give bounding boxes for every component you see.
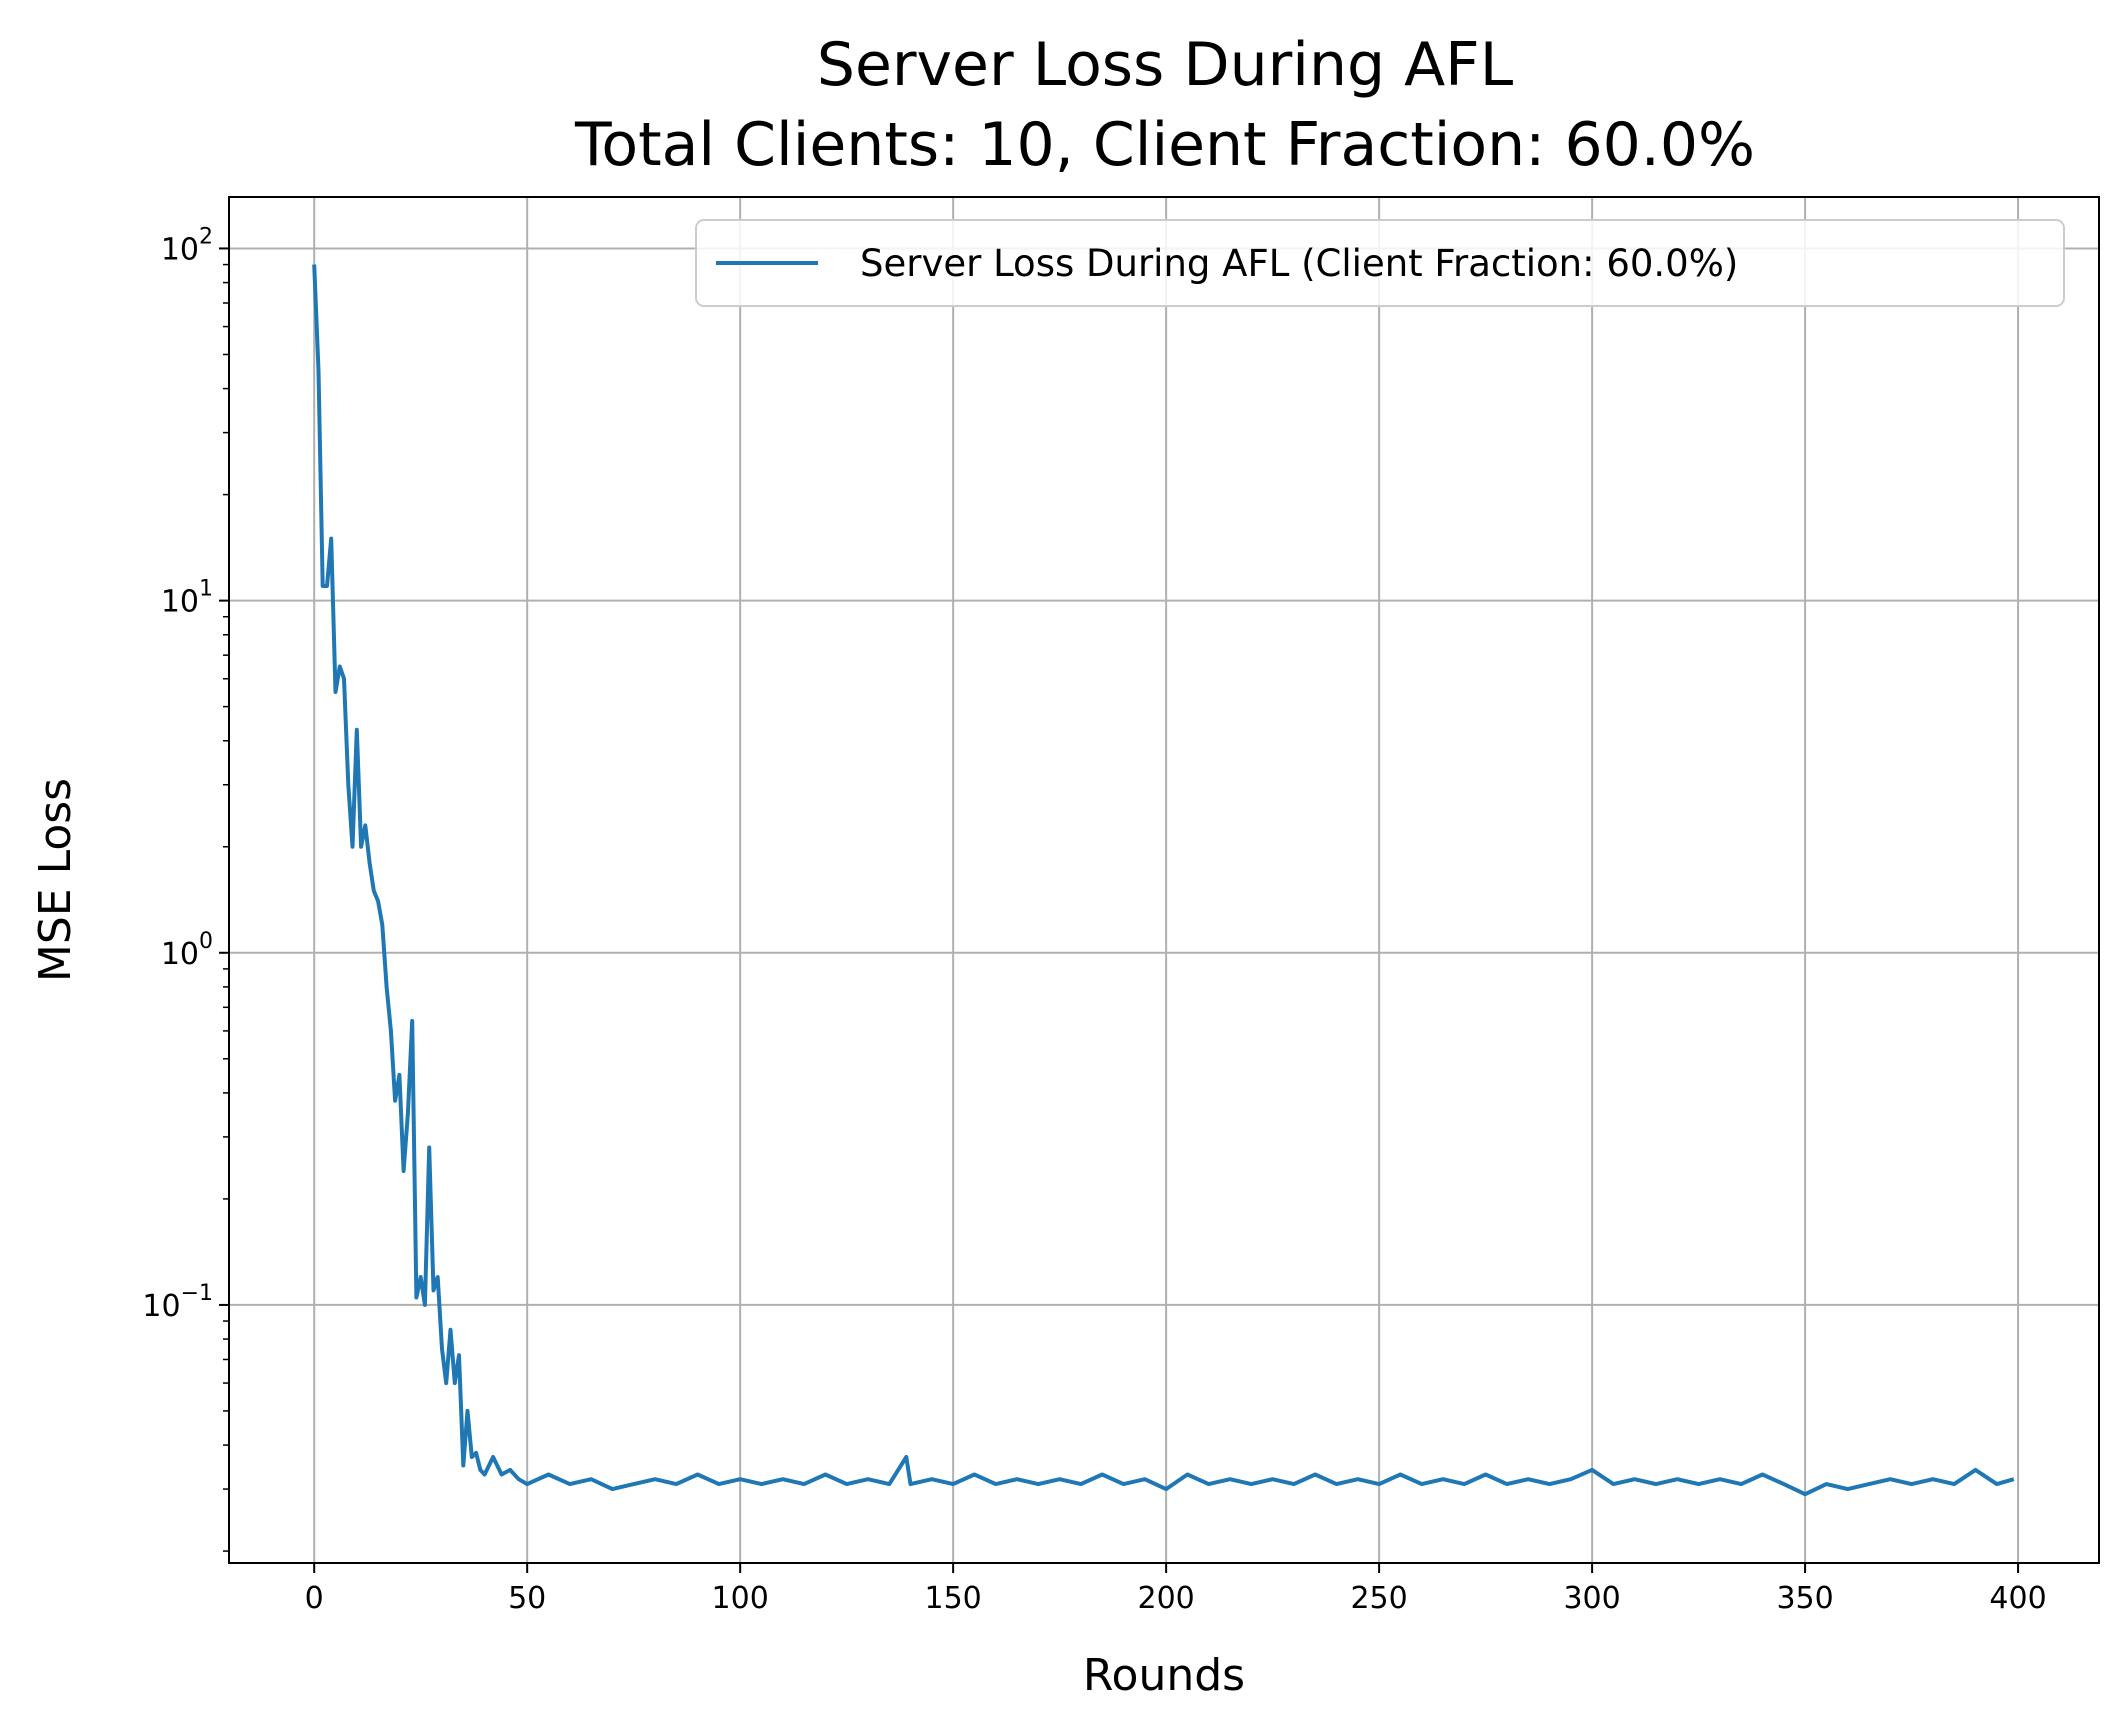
y-tick-label-exponent: 1 [199, 577, 213, 602]
x-tick-label: 0 [305, 1581, 324, 1616]
x-tick-label: 400 [1989, 1581, 2046, 1616]
y-tick-label-exponent: −1 [181, 1281, 213, 1306]
series-layer [312, 264, 2015, 1497]
x-tick-label: 50 [508, 1581, 546, 1616]
x-tick-label: 100 [712, 1581, 769, 1616]
y-tick-label-base: 10 [161, 232, 199, 267]
x-tick-label: 300 [1563, 1581, 1620, 1616]
y-tick-label-base: 10 [161, 585, 199, 620]
legend-box [695, 219, 2065, 307]
series-line-server-loss [312, 264, 2015, 1497]
legend: Server Loss During AFL (Client Fraction:… [695, 219, 2065, 307]
y-tick-label: 102 [161, 224, 213, 267]
x-tick-label: 150 [925, 1581, 982, 1616]
grid-lines [229, 197, 2099, 1563]
y-tick-label-exponent: 0 [199, 929, 213, 954]
y-axis-label: MSE Loss [30, 778, 81, 982]
chart-title-line1: Server Loss During AFL [817, 30, 1514, 100]
y-tick-label: 10−1 [142, 1281, 213, 1324]
x-tick-label: 350 [1776, 1581, 1833, 1616]
legend-entry-label: Server Loss During AFL (Client Fraction:… [860, 242, 1738, 285]
plot-frame [228, 196, 2100, 1564]
chart-title-line2: Total Clients: 10, Client Fraction: 60.0… [574, 110, 1755, 180]
y-tick-label: 101 [161, 577, 213, 620]
y-tick-label-base: 10 [161, 937, 199, 972]
y-tick-label: 100 [161, 929, 213, 972]
y-tick-label-exponent: 2 [199, 224, 213, 249]
x-tick-label: 250 [1350, 1581, 1407, 1616]
y-tick-label-base: 10 [142, 1289, 180, 1324]
x-tick-label: 200 [1137, 1581, 1194, 1616]
x-axis-label: Rounds [1083, 1650, 1245, 1701]
